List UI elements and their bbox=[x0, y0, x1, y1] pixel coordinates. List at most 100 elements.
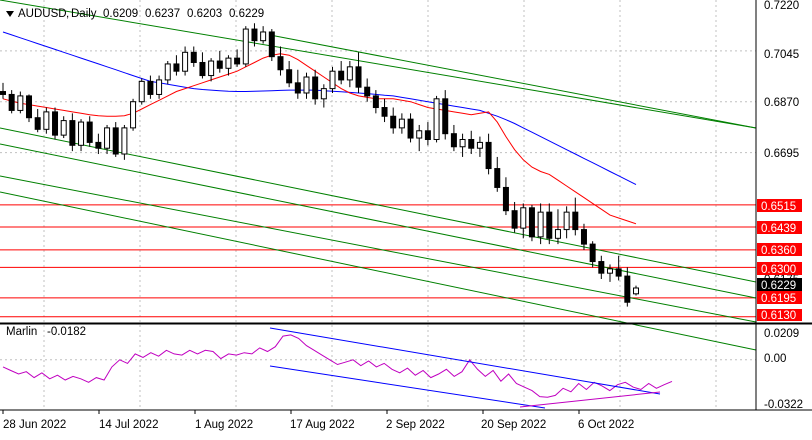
ohlc-low: 0.6203 bbox=[187, 8, 222, 20]
candle bbox=[433, 95, 440, 143]
candle bbox=[260, 26, 267, 44]
candle bbox=[0, 82, 6, 99]
candle-body-bearish bbox=[251, 28, 258, 42]
level-label-bg bbox=[757, 262, 802, 275]
level-label-bg bbox=[757, 309, 802, 321]
candle-body-bullish bbox=[17, 95, 24, 111]
candle bbox=[468, 130, 475, 155]
candle bbox=[138, 78, 145, 105]
marlin-oscillator-line bbox=[2, 334, 673, 398]
time-tick-label: 20 Sep 2022 bbox=[481, 419, 546, 431]
candle-body-bearish bbox=[268, 31, 275, 58]
candle-body-bullish bbox=[208, 60, 215, 77]
header-triangle-icon[interactable] bbox=[6, 11, 14, 17]
candle-body-bearish bbox=[112, 127, 119, 155]
candle bbox=[563, 206, 570, 239]
ma-layer bbox=[2, 31, 637, 225]
candle-body-bullish bbox=[303, 76, 310, 94]
candle-body-bearish bbox=[624, 275, 631, 303]
candle-body-bearish bbox=[546, 211, 553, 239]
candle bbox=[372, 90, 379, 114]
timeframe-label: Daily bbox=[71, 8, 97, 20]
candle bbox=[268, 29, 275, 62]
candle-body-bullish bbox=[156, 79, 163, 95]
candle-body-bearish bbox=[52, 111, 59, 136]
candle bbox=[86, 116, 93, 147]
time-tick-label: 2 Sep 2022 bbox=[386, 419, 445, 431]
candle bbox=[277, 46, 284, 76]
candle bbox=[537, 203, 544, 245]
moving-average-blue bbox=[2, 31, 637, 185]
candle bbox=[329, 66, 336, 93]
level-label-bg bbox=[757, 291, 802, 304]
candle bbox=[338, 61, 345, 85]
level-label-bg bbox=[757, 221, 802, 234]
indicator-layer bbox=[2, 327, 673, 409]
candle-body-bullish bbox=[121, 127, 128, 155]
candle-body-bullish bbox=[78, 121, 85, 146]
candle bbox=[208, 58, 215, 82]
candle-body-bearish bbox=[424, 130, 431, 140]
candle-body-bullish bbox=[416, 130, 423, 139]
candle-body-bullish bbox=[260, 31, 267, 42]
candle-body-bearish bbox=[615, 268, 622, 277]
candle bbox=[312, 69, 319, 105]
candle bbox=[8, 90, 15, 114]
indicator-value: -0.0182 bbox=[47, 326, 86, 338]
candle bbox=[346, 61, 353, 88]
candle-body-bullish bbox=[459, 138, 466, 148]
candle-body-bearish bbox=[34, 117, 41, 130]
candle-body-bullish bbox=[520, 207, 527, 229]
candle-body-bullish bbox=[182, 51, 189, 72]
indicator-support-line bbox=[519, 391, 661, 408]
candle-body-bearish bbox=[26, 95, 33, 119]
candle-body-bullish bbox=[554, 229, 561, 239]
indicator-axis-ticks: 0.0209 0.00 -0.0322 bbox=[764, 328, 803, 411]
channel-line bbox=[0, 143, 757, 299]
candle bbox=[633, 285, 639, 296]
candle-body-bearish bbox=[69, 120, 76, 146]
candle-body-bullish bbox=[164, 63, 171, 81]
candle-body-bearish bbox=[407, 118, 414, 139]
axis-layer bbox=[0, 0, 812, 414]
price-tick-label: 0.7045 bbox=[764, 49, 799, 61]
candle bbox=[190, 46, 197, 67]
candle-body-bullish bbox=[606, 268, 613, 274]
candle bbox=[589, 241, 596, 268]
candle bbox=[121, 124, 128, 160]
candle bbox=[364, 78, 371, 102]
candle-body-bearish bbox=[95, 141, 102, 149]
candle-body-bullish bbox=[346, 66, 353, 81]
candle-body-bearish bbox=[190, 51, 197, 63]
indicator-header: Marlin -0.0182 bbox=[6, 326, 86, 338]
level-label: 0.6360 bbox=[761, 245, 796, 257]
time-tick-label: 17 Aug 2022 bbox=[290, 419, 355, 431]
candle-body-bearish bbox=[528, 207, 535, 238]
candle bbox=[251, 23, 258, 47]
candle-body-bearish bbox=[234, 57, 241, 65]
channel-line bbox=[0, 0, 757, 129]
candle-body-bearish bbox=[372, 95, 379, 109]
time-tick-label: 6 Oct 2022 bbox=[578, 419, 634, 431]
moving-average-red bbox=[2, 53, 637, 225]
level-labels: 0.6515 0.6439 0.6360 0.6300 0.6195 0.613… bbox=[757, 199, 802, 322]
indicator-trend-line bbox=[269, 365, 546, 409]
candle bbox=[173, 55, 180, 76]
candle-body-bearish bbox=[286, 69, 293, 84]
candle bbox=[242, 26, 249, 67]
candle bbox=[442, 90, 449, 140]
candle-body-bullish bbox=[329, 70, 336, 90]
candle bbox=[216, 50, 223, 73]
candle bbox=[112, 122, 119, 157]
price-tick-label: 0.7220 bbox=[764, 0, 799, 12]
candle bbox=[17, 91, 24, 114]
level-label: 0.6439 bbox=[761, 223, 796, 235]
candle bbox=[546, 203, 553, 245]
candle bbox=[502, 177, 509, 216]
level-label-bg bbox=[757, 199, 802, 212]
candle bbox=[69, 113, 76, 152]
indicator-name: Marlin bbox=[6, 326, 37, 338]
candle-body-bullish bbox=[104, 127, 111, 149]
